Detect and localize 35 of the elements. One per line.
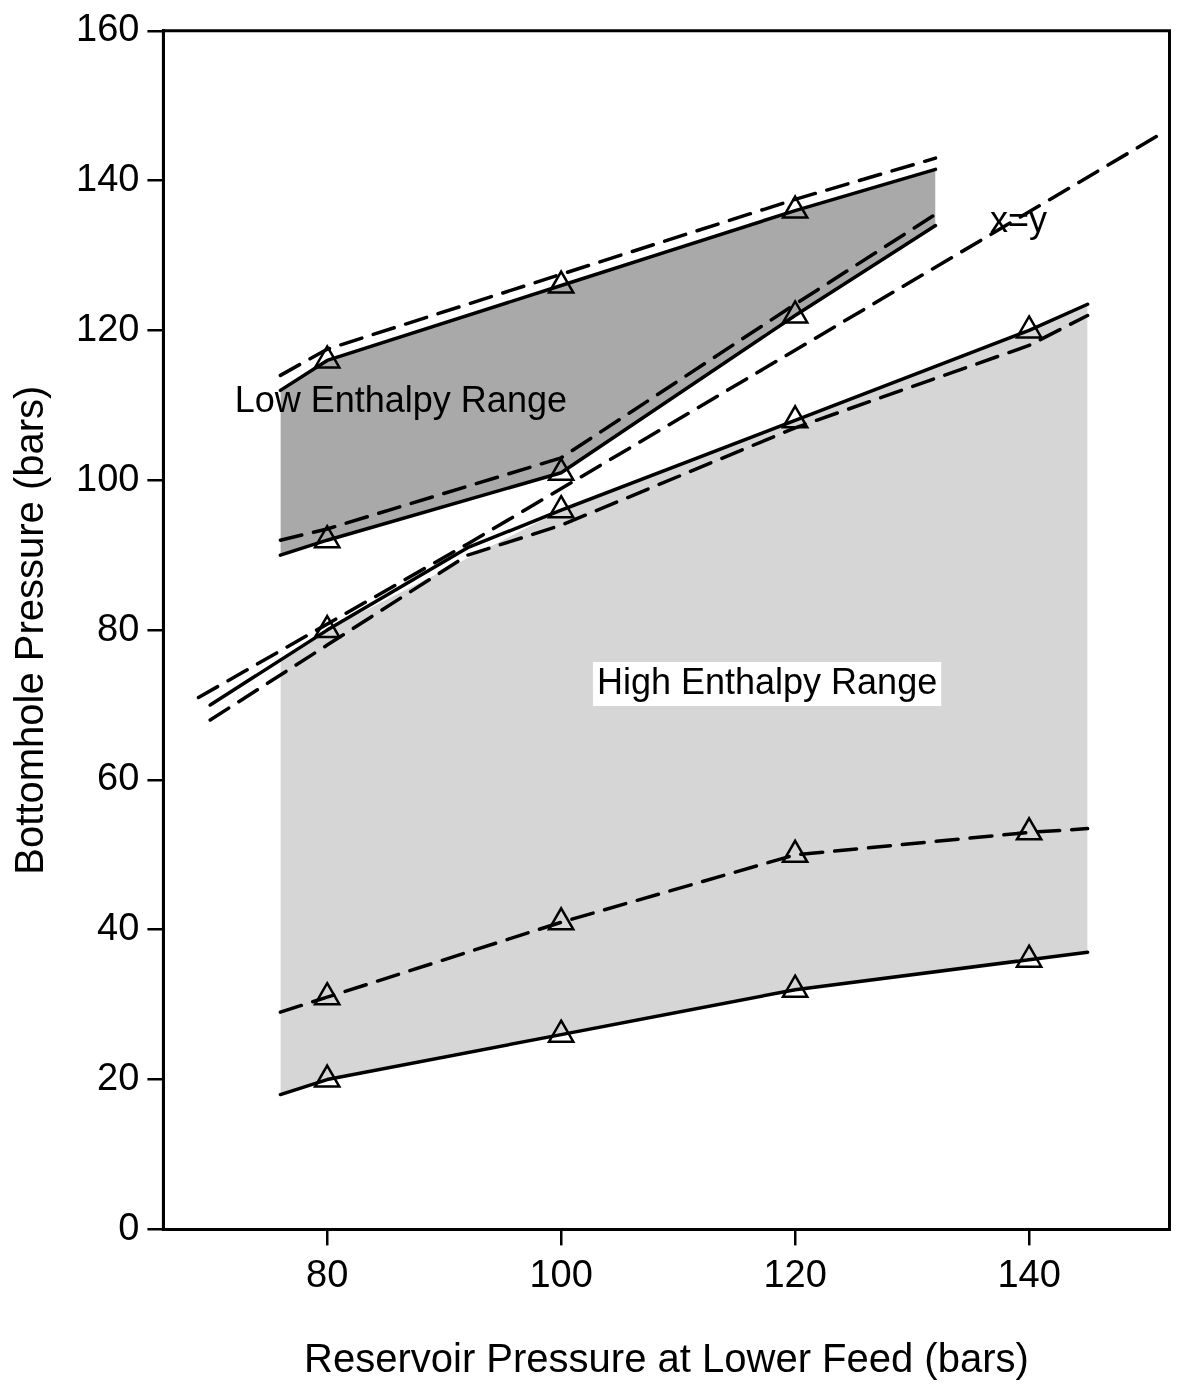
y-tick-label: 100: [76, 456, 140, 499]
y-tick-label: 20: [97, 1056, 140, 1099]
point: [1015, 944, 1043, 968]
annotation: Low Enthalpy Range: [234, 379, 567, 421]
point: [547, 1019, 575, 1043]
point: [313, 1064, 341, 1088]
annotation: High Enthalpy Range: [596, 660, 938, 702]
y-tick-label: 60: [97, 756, 140, 799]
x-tick-label: 140: [997, 1252, 1061, 1295]
point: [781, 405, 809, 429]
point: [547, 457, 575, 482]
y-tick-label: 40: [97, 906, 140, 949]
y-tick-label: 80: [97, 606, 140, 649]
point: [547, 270, 575, 294]
point: [781, 300, 809, 324]
x-tick-label: 100: [529, 1252, 593, 1295]
point: [1015, 817, 1043, 841]
point: [781, 195, 809, 219]
point: [313, 614, 341, 639]
x-axis-title: Reservoir Pressure at Lower Feed (bars): [304, 1336, 1029, 1381]
point: [781, 839, 809, 864]
y-tick-label: 140: [76, 157, 140, 200]
point: [313, 981, 341, 1006]
point: [313, 524, 341, 549]
point: [313, 345, 341, 369]
y-axis-title: Bottomhole Pressure (bars): [7, 385, 52, 875]
point: [781, 974, 809, 998]
point: [1015, 315, 1043, 339]
x-tick-label: 120: [763, 1252, 827, 1295]
y-tick-label: 0: [118, 1205, 140, 1248]
point: [547, 907, 575, 931]
y-tick-label: 120: [76, 306, 140, 349]
y-tick-label: 160: [76, 7, 140, 50]
x-tick-label: 80: [306, 1252, 349, 1295]
point: [547, 494, 575, 519]
